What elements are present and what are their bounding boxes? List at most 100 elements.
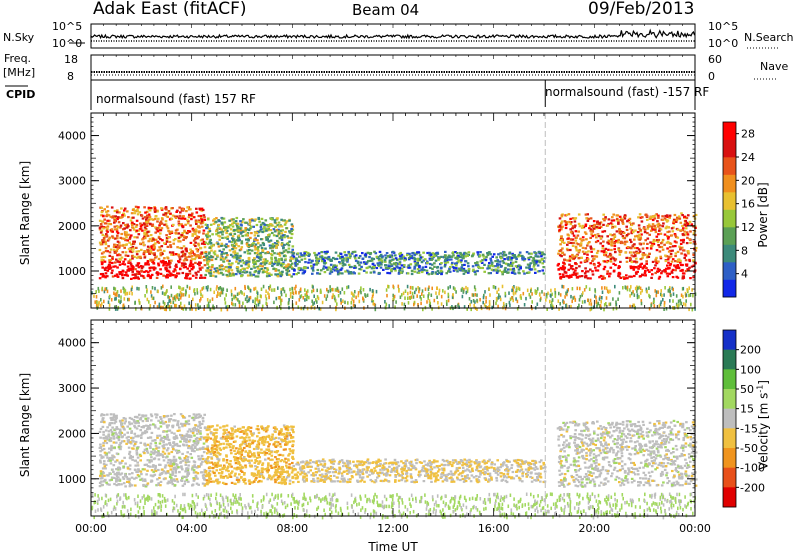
scatter-cell <box>542 260 546 263</box>
scatter-cell <box>123 274 127 277</box>
scatter-cell <box>496 270 500 273</box>
scatter-cell <box>173 215 177 218</box>
scatter-cell <box>118 299 120 303</box>
scatter-cell <box>672 292 675 296</box>
scatter-cell <box>120 295 122 299</box>
scatter-cell <box>151 218 155 221</box>
scatter-cell <box>651 244 654 247</box>
scatter-cell <box>119 271 123 274</box>
scatter-cell <box>688 293 690 298</box>
scatter-cell <box>493 265 496 268</box>
scatter-cell <box>598 297 601 301</box>
scatter-cell <box>183 475 187 478</box>
scatter-cell <box>134 301 136 305</box>
scatter-cell <box>175 265 178 269</box>
scatter-cell <box>154 231 157 234</box>
scatter-cell <box>270 260 273 264</box>
scatter-cell <box>572 271 576 274</box>
scatter-cell <box>692 253 695 256</box>
scatter-cell <box>459 255 463 259</box>
scatter-cell <box>116 209 119 212</box>
scatter-cell <box>476 262 479 265</box>
scatter-cell <box>580 239 584 242</box>
scatter-cell <box>244 263 248 266</box>
scatter-cell <box>312 302 314 306</box>
scatter-cell <box>649 247 653 250</box>
scatter-cell <box>467 265 470 268</box>
scatter-cell <box>390 254 394 257</box>
scatter-cell <box>511 261 515 264</box>
scatter-cell <box>470 255 474 258</box>
scatter-cell <box>443 254 447 257</box>
scatter-cell <box>387 285 390 289</box>
scatter-cell <box>190 268 194 271</box>
scatter-cell <box>231 248 234 251</box>
scatter-cell <box>308 295 310 300</box>
scatter-cell <box>131 250 135 253</box>
scatter-cell <box>392 293 394 298</box>
scatter-cell <box>322 267 325 270</box>
scatter-cell <box>188 230 192 233</box>
scatter-cell <box>173 479 177 482</box>
scatter-cell <box>173 296 176 300</box>
scatter-cell <box>466 262 470 265</box>
scatter-cell <box>497 296 500 300</box>
scatter-cell <box>194 292 196 296</box>
scatter-cell <box>130 212 134 215</box>
scatter-cell <box>638 227 641 230</box>
scatter-cell <box>180 293 183 297</box>
scatter-cell <box>304 266 307 270</box>
scatter-cell <box>241 234 244 238</box>
scatter-cell <box>260 267 264 271</box>
scatter-cell <box>209 269 212 272</box>
scatter-cell <box>536 287 539 291</box>
scatter-cell <box>417 251 420 254</box>
scatter-cell <box>540 255 543 258</box>
scatter-cell <box>132 447 135 450</box>
scatter-cell <box>221 217 224 220</box>
scatter-cell <box>551 292 553 297</box>
scatter-cell <box>185 277 189 280</box>
scatter-cell <box>353 294 355 298</box>
scatter-cell <box>118 241 121 244</box>
scatter-cell <box>273 219 277 222</box>
scatter-cell <box>594 240 598 244</box>
scatter-cell <box>103 267 107 270</box>
scatter-cell <box>398 266 402 269</box>
scatter-cell <box>498 269 501 272</box>
scatter-cell <box>164 212 168 215</box>
scatter-cell <box>663 243 666 246</box>
scatter-cell <box>149 249 153 252</box>
scatter-cell <box>413 258 417 261</box>
scatter-cell <box>143 432 147 435</box>
scatter-cell <box>121 214 124 217</box>
scatter-cell <box>623 217 627 220</box>
scatter-cell <box>646 225 650 228</box>
scatter-cell <box>181 271 185 275</box>
scatter-cell <box>280 225 284 228</box>
scatter-cell <box>290 251 293 254</box>
scatter-cell <box>411 286 414 290</box>
scatter-cell <box>625 225 628 228</box>
scatter-cell <box>598 263 602 266</box>
scatter-cell <box>668 214 672 217</box>
scatter-cell <box>226 288 228 292</box>
scatter-cell <box>130 431 133 434</box>
scatter-cell <box>192 266 195 269</box>
scatter-cell <box>114 251 117 254</box>
scatter-cell <box>201 287 203 291</box>
scatter-cell <box>166 215 169 218</box>
scatter-cell <box>170 293 173 298</box>
scatter-cell <box>534 255 537 258</box>
scatter-cell <box>172 223 175 226</box>
scatter-cell <box>221 273 225 276</box>
scatter-cell <box>203 216 206 219</box>
scatter-cell <box>590 302 593 306</box>
scatter-cell <box>220 242 224 245</box>
scatter-cell <box>218 227 222 230</box>
scatter-cell <box>246 244 249 247</box>
scatter-cell <box>102 462 106 465</box>
scatter-cell <box>118 461 121 464</box>
scatter-cell <box>199 299 201 303</box>
scatter-cell <box>577 257 581 260</box>
